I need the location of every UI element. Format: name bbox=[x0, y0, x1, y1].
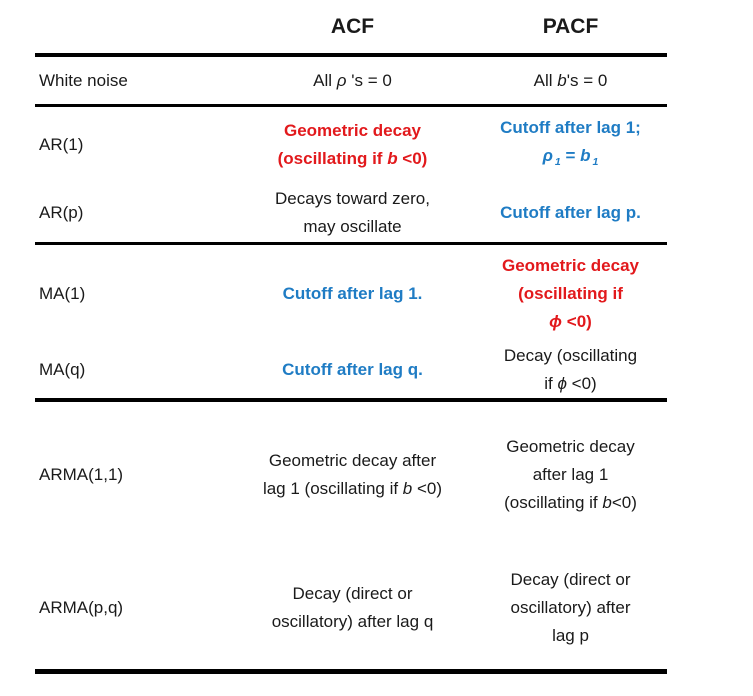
table-row: ARMA(p,q) Decay (direct or oscillatory) af… bbox=[35, 547, 667, 674]
acf-pacf-table: ACF PACF White noise All ρ 's = 0 All b's … bbox=[35, 0, 667, 674]
model-label: ARMA(1,1) bbox=[39, 464, 124, 484]
cell-line: All ρ 's = 0 bbox=[313, 70, 392, 90]
acf-cell: Geometric decay after lag 1 (oscillating … bbox=[231, 400, 474, 547]
cell-line: (oscillating if b <0) bbox=[277, 149, 428, 168]
cell-line: All b's = 0 bbox=[533, 70, 608, 90]
table-body: White noise All ρ 's = 0 All b's = 0 AR(1) G… bbox=[35, 55, 667, 674]
header-row: ACF PACF bbox=[35, 0, 667, 57]
cell-line: may oscillate bbox=[303, 216, 402, 236]
acf-cell: Decays toward zero, may oscillate bbox=[231, 183, 474, 245]
cell-line: Geometric decay bbox=[283, 121, 421, 140]
table-row: White noise All ρ 's = 0 All b's = 0 bbox=[35, 55, 667, 107]
cell-line: if ϕ <0) bbox=[544, 374, 597, 393]
pacf-cell: Decay (direct or oscillatory) after lag p bbox=[474, 547, 667, 674]
cell-line: oscillatory) after lag q bbox=[271, 612, 434, 631]
table-row: MA(q) Cutoff after lag q. Decay (oscillati… bbox=[35, 342, 667, 402]
acf-cell: Cutoff after lag q. bbox=[231, 342, 474, 402]
model-column-header bbox=[35, 0, 231, 57]
model-label: AR(1) bbox=[39, 135, 84, 154]
cell-line: lag 1 (oscillating if b <0) bbox=[262, 478, 443, 498]
pacf-cell: Decay (oscillating if ϕ <0) bbox=[474, 342, 667, 402]
cell-line: Cutoff after lag p. bbox=[500, 202, 641, 222]
cell-line: (oscillating if b<0) bbox=[504, 492, 637, 512]
acf-cell: Decay (direct or oscillatory) after lag q bbox=[231, 547, 474, 674]
cell-line: Cutoff after lag 1. bbox=[282, 283, 423, 303]
pacf-cell: Geometric decay after lag 1 (oscillating i… bbox=[474, 400, 667, 547]
pacf-column-header: PACF bbox=[474, 0, 667, 57]
cell-line: ϕ <0) bbox=[549, 311, 592, 331]
cell-line: Cutoff after lag q. bbox=[282, 360, 423, 379]
model-label: MA(1) bbox=[39, 283, 86, 303]
acf-cell: All ρ 's = 0 bbox=[231, 55, 474, 107]
acf-cell: Cutoff after lag 1. bbox=[231, 244, 474, 343]
cell-line: lag p bbox=[552, 626, 589, 645]
pacf-cell: Geometric decay (oscillating if ϕ <0) bbox=[474, 244, 667, 343]
cell-line: Decays toward zero, bbox=[275, 188, 430, 208]
cell-line: Cutoff after lag 1; bbox=[500, 117, 641, 137]
cell-line: Geometric decay after bbox=[268, 450, 437, 470]
cell-line: Decay (direct or bbox=[292, 584, 413, 603]
cell-line: (oscillating if bbox=[518, 283, 623, 303]
cell-line: after lag 1 bbox=[532, 464, 609, 484]
pacf-cell: Cutoff after lag p. bbox=[474, 183, 667, 245]
model-label: AR(p) bbox=[35, 183, 231, 245]
cell-line: Geometric decay bbox=[501, 255, 639, 275]
table-row: ARMA(1,1) Geometric decay after lag 1 (osc… bbox=[35, 400, 667, 547]
table-row: MA(1) Cutoff after lag 1. Geometric decay (… bbox=[35, 244, 667, 343]
acf-column-header: ACF bbox=[231, 0, 474, 57]
model-label: MA(q) bbox=[35, 342, 231, 402]
acf-cell: Geometric decay (oscillating if b <0) bbox=[231, 106, 474, 184]
table-row: AR(p) Decays toward zero, may oscillate Cut… bbox=[35, 183, 667, 245]
cell-line: oscillatory) after bbox=[510, 598, 631, 617]
model-label: White noise bbox=[35, 55, 231, 107]
cell-line: Decay (oscillating bbox=[503, 346, 638, 365]
table-row: AR(1) Geometric decay (oscillating if b <0… bbox=[35, 106, 667, 184]
pacf-cell: All b's = 0 bbox=[474, 55, 667, 107]
cell-line: Decay (direct or bbox=[510, 570, 631, 589]
cell-line: Geometric decay bbox=[506, 436, 635, 456]
model-label: ARMA(p,q) bbox=[35, 547, 231, 674]
